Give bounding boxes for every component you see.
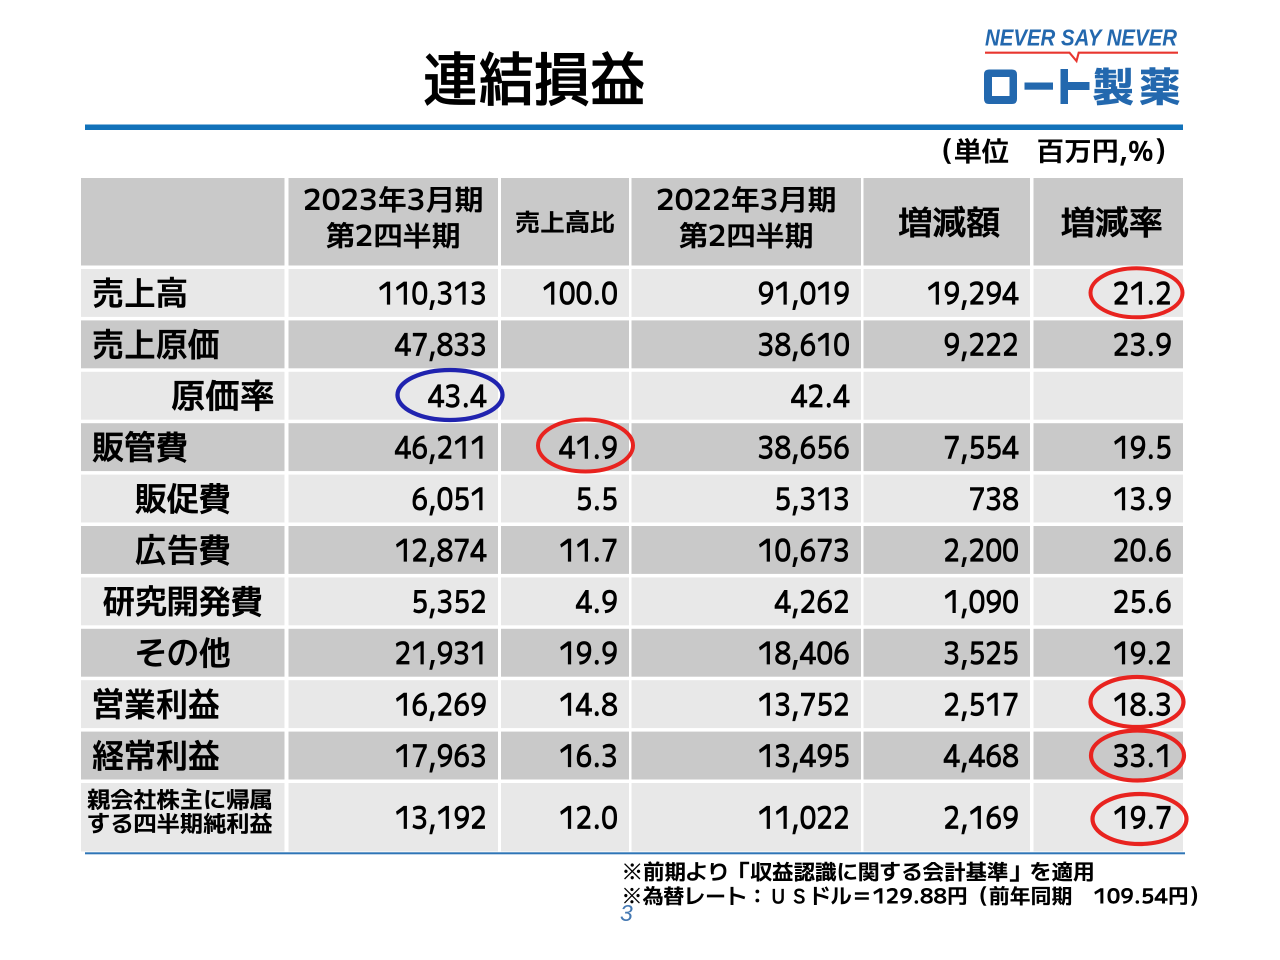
- svg-text:3: 3: [620, 900, 633, 926]
- svg-text:NEVER SAY NEVER: NEVER SAY NEVER: [985, 25, 1177, 51]
